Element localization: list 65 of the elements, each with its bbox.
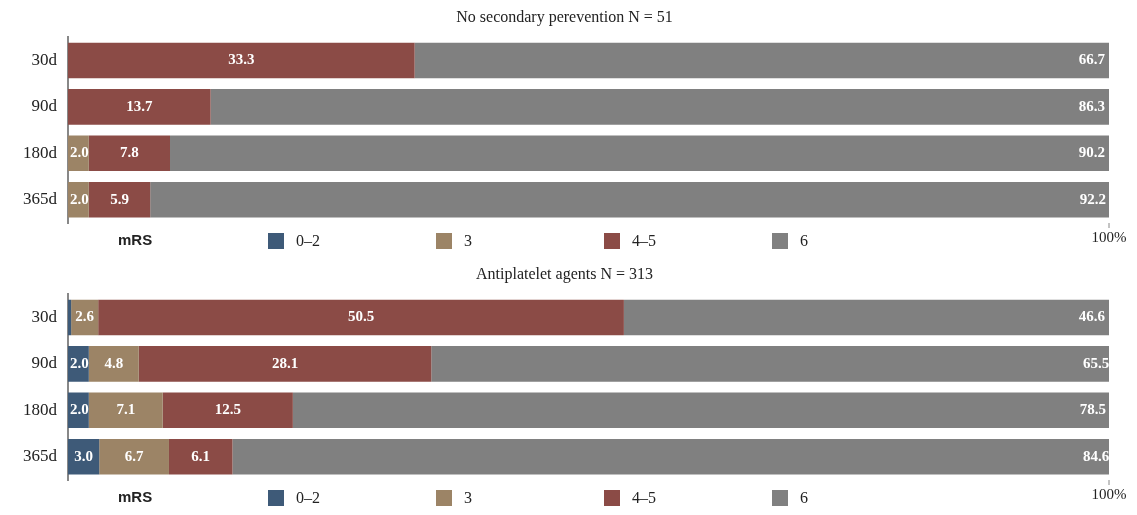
- chart-title: Antiplatelet agents N = 313: [476, 264, 653, 283]
- data-label: 90.2: [1078, 144, 1105, 161]
- bar: [162, 392, 293, 429]
- annotation: 100%: [1091, 229, 1127, 246]
- bar: [68, 299, 72, 336]
- data-label: 33.3: [228, 51, 255, 68]
- bar: [88, 182, 151, 218]
- bar: [210, 89, 1109, 125]
- y-tick-label: 30d: [31, 306, 58, 326]
- legend-title: mRS: [118, 488, 153, 506]
- data-label: 65.5: [1082, 354, 1110, 371]
- data-label: 3.0: [74, 447, 93, 464]
- bar: [150, 182, 1109, 218]
- bar: [98, 299, 624, 336]
- data-label: 5.9: [110, 190, 129, 207]
- y-tick-label: 90d: [31, 96, 58, 116]
- data-label: 84.6: [1082, 447, 1110, 464]
- data-label: 86.3: [1078, 97, 1105, 114]
- data-label: 6.1: [191, 447, 211, 464]
- y-tick-label: 365d: [23, 446, 58, 466]
- data-label: 12.5: [214, 401, 241, 418]
- legend-label: 6: [800, 489, 808, 507]
- bar: [99, 439, 169, 475]
- bar: [168, 439, 233, 475]
- data-label: 50.5: [347, 308, 375, 325]
- data-label: 2.0: [70, 190, 89, 207]
- bar: [88, 346, 139, 382]
- chart-title: No secondary perevention N = 51: [456, 7, 673, 26]
- data-label: 2.0: [70, 144, 89, 161]
- legend-label: 4–5: [632, 489, 656, 507]
- data-label: 28.1: [271, 354, 299, 371]
- y-tick-label: 365d: [23, 189, 58, 209]
- data-label: 6.7: [124, 447, 144, 464]
- legend-label: 4–5: [632, 232, 656, 250]
- data-label: 78.5: [1079, 401, 1107, 418]
- legend-label: 6: [800, 232, 808, 250]
- data-label: 7.1: [116, 401, 136, 418]
- data-label: 66.7: [1078, 51, 1106, 68]
- data-label: 2.6: [75, 308, 95, 325]
- bar: [68, 439, 100, 475]
- data-label: 2.0: [70, 401, 89, 418]
- legend-label: 0–2: [296, 489, 320, 507]
- data-label: 46.6: [1078, 308, 1106, 325]
- legend-label: 3: [464, 489, 472, 507]
- data-label: 13.7: [126, 97, 153, 114]
- y-tick-label: 180d: [23, 142, 58, 162]
- bar: [68, 89, 211, 125]
- y-tick-label: 180d: [23, 399, 58, 419]
- data-label: 2.0: [70, 354, 89, 371]
- legend-label: 0–2: [296, 232, 320, 250]
- bar: [68, 42, 415, 79]
- bar: [623, 299, 1109, 336]
- bar: [292, 392, 1109, 429]
- bar: [414, 42, 1109, 79]
- data-label: 4.8: [104, 354, 124, 371]
- legend-label: 3: [464, 232, 472, 250]
- y-tick-label: 90d: [31, 353, 58, 373]
- data-label: 92.2: [1079, 190, 1107, 207]
- legend-title: mRS: [118, 231, 153, 249]
- bar: [88, 135, 171, 172]
- annotation: 100%: [1091, 486, 1127, 503]
- y-tick-label: 30d: [31, 49, 58, 69]
- bar: [170, 135, 1109, 172]
- bar: [88, 392, 163, 429]
- data-label: 7.8: [120, 144, 139, 161]
